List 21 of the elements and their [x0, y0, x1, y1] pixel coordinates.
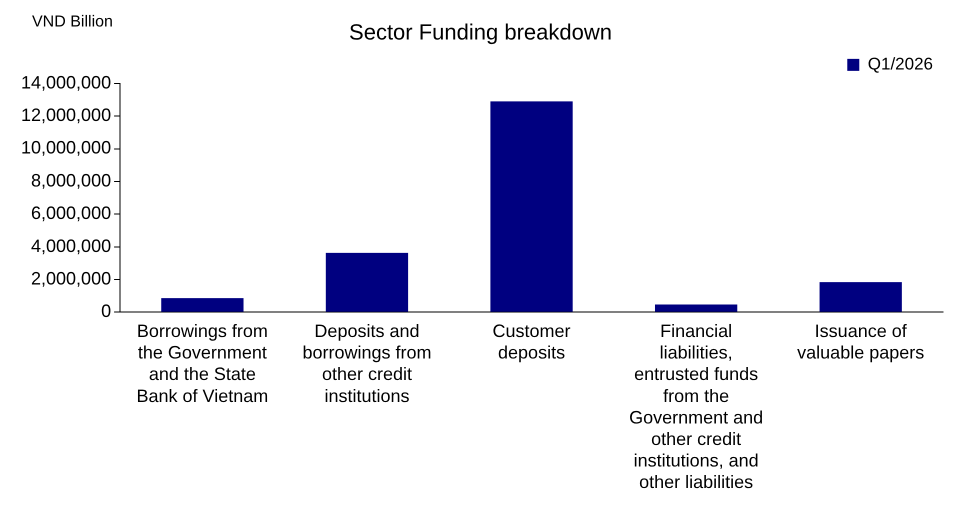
- x-tick-label: Financial liabilities, entrusted funds from the Government and other credit institutions, and other liabilities: [629, 320, 764, 492]
- y-axis-title: VND Billion: [32, 13, 113, 30]
- x-tick-label: Deposits and borrowings from other credit institutions: [302, 320, 432, 406]
- y-tick-label: 12,000,000: [20, 105, 112, 126]
- y-tick-label: 0: [101, 301, 112, 322]
- x-tick-label: Issuance of valuable papers: [797, 320, 924, 363]
- legend-label: Q1/2026: [868, 54, 934, 74]
- bar: [490, 101, 573, 312]
- chart-title: Sector Funding breakdown: [349, 19, 612, 44]
- y-tick-label: 2,000,000: [31, 268, 112, 288]
- y-tick-label: 4,000,000: [31, 236, 112, 256]
- x-tick-label: Borrowings from the Government and the State Bank of Vietnam: [136, 320, 268, 406]
- y-tick-label: 8,000,000: [31, 170, 112, 190]
- bar: [326, 252, 408, 312]
- x-tick-label: Customer deposits: [492, 320, 571, 363]
- y-tick-label: 6,000,000: [31, 203, 112, 224]
- bar: [820, 282, 902, 312]
- bar: [654, 304, 738, 312]
- y-tick-label: 14,000,000: [20, 72, 112, 92]
- y-tick-label: 10,000,000: [20, 138, 112, 158]
- bar: [161, 298, 244, 312]
